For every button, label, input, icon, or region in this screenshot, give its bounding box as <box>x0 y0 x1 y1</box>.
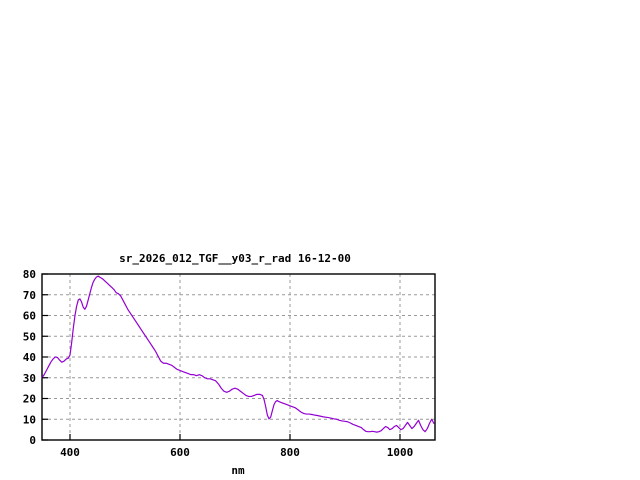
x-tick-label: 400 <box>60 446 80 459</box>
x-tick-marks <box>69 434 401 440</box>
y-tick-marks <box>42 273 48 441</box>
vertical-gridlines <box>69 274 401 440</box>
y-tick-label: 20 <box>23 393 36 406</box>
x-tick-labels: 400 600 800 1000 <box>60 446 413 459</box>
y-tick-labels: 80 70 60 50 40 30 20 10 0 <box>23 268 36 447</box>
spectral-plot: 80 70 60 50 40 30 20 10 0 400 600 800 10… <box>23 268 436 477</box>
plot-frame <box>41 273 436 441</box>
y-tick-label: 80 <box>23 268 36 281</box>
x-tick-label: 600 <box>170 446 190 459</box>
chart-title: sr_2026_012_TGF__y03_r_rad 16-12-00 <box>119 252 351 265</box>
y-tick-label: 60 <box>23 310 36 323</box>
y-tick-label: 40 <box>23 351 36 364</box>
y-tick-label: 30 <box>23 372 36 385</box>
x-axis-label: nm <box>231 464 245 477</box>
horizontal-gridlines <box>42 273 435 420</box>
y-tick-label: 70 <box>23 289 36 302</box>
y-tick-label: 0 <box>29 434 36 447</box>
radiance-series-line <box>41 275 435 433</box>
x-tick-label: 1000 <box>387 446 414 459</box>
y-tick-label: 50 <box>23 330 36 343</box>
y-tick-label: 10 <box>23 413 36 426</box>
x-tick-label: 800 <box>280 446 300 459</box>
